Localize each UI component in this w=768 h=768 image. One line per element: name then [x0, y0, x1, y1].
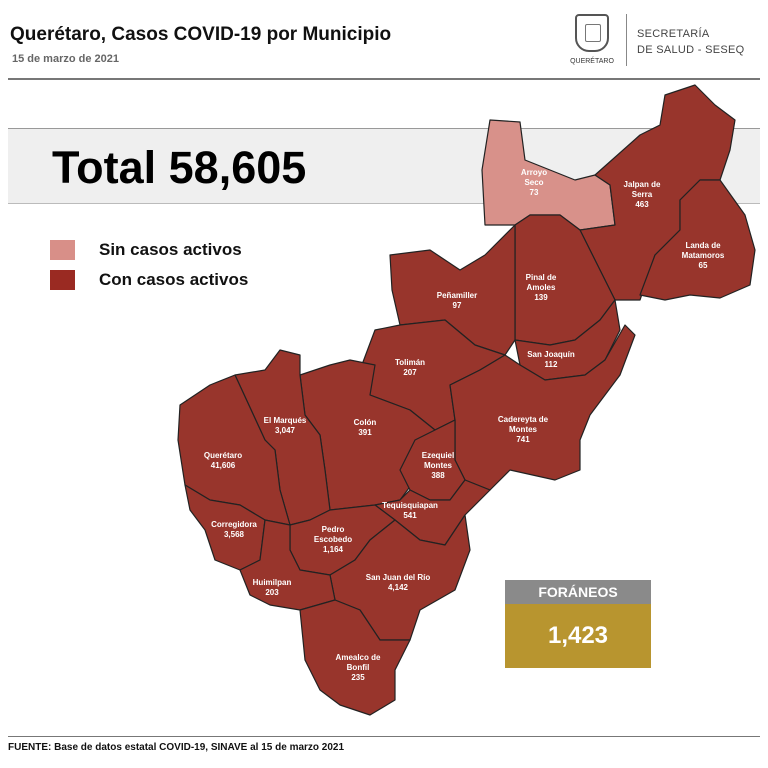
municipio-label: Ezequiel Montes 388: [422, 451, 454, 480]
municipio-label: San Joaquín 112: [527, 350, 575, 369]
municipio-cases: 541: [403, 511, 417, 520]
logo-text: QUERÉTARO: [570, 58, 614, 65]
municipio-label: Pedro Escobedo 1,164: [314, 525, 352, 554]
secretaria-line2: DE SALUD - SESEQ: [637, 44, 745, 56]
municipio-cases: 73: [530, 188, 539, 197]
municipio-label: Amealco de Bonfil 235: [336, 653, 381, 682]
legend-swatch: [50, 270, 75, 290]
municipio-label: Jalpan de Serra 463: [624, 180, 661, 209]
municipio-label: Tequisquiapan 541: [382, 501, 438, 520]
foraneos-box: FORÁNEOS 1,423: [505, 580, 651, 668]
municipio-cases: 463: [635, 200, 649, 209]
legend-swatch: [50, 240, 75, 260]
legend-label: Con casos activos: [99, 270, 249, 289]
secretaria-label: SECRETARÍA DE SALUD - SESEQ: [637, 26, 745, 58]
municipio-huimilpan: [239, 519, 336, 611]
municipio-cases: 388: [431, 471, 445, 480]
municipio-cases: 4,142: [388, 583, 409, 592]
legend-inactive: Sin casos activos: [50, 240, 242, 260]
municipio-label: San Juan del Río 4,142: [366, 573, 431, 592]
municipio-cases: 1,164: [323, 545, 344, 554]
secretaria-line1: SECRETARÍA: [637, 28, 710, 40]
municipio-cases: 207: [403, 368, 417, 377]
municipio-cases: 3,568: [224, 530, 245, 539]
municipio-amealco-de-bonfil: [299, 599, 411, 716]
municipio-label: Pinal de Amoles 139: [526, 273, 557, 302]
municipio-label: Colón 391: [354, 418, 377, 437]
municipio-cases: 203: [265, 588, 279, 597]
total-cases: Total 58,605: [52, 142, 307, 193]
municipio-cases: 3,047: [275, 426, 296, 435]
foraneos-value: 1,423: [505, 604, 651, 668]
municipio-cases: 112: [545, 360, 558, 369]
municipio-label: Corregidora 3,568: [211, 520, 257, 539]
header-divider: [8, 78, 760, 80]
municipio-label: Peñamiller 97: [437, 291, 477, 310]
municipio-cases: 97: [453, 301, 462, 310]
municipio-label: Arroyo Seco 73: [521, 168, 547, 197]
municipio-cases: 139: [534, 293, 548, 302]
municipio-landa-de-matamoros: [639, 179, 756, 301]
municipio-label: Cadereyta de Montes 741: [498, 415, 549, 444]
municipio-label: El Marqués 3,047: [264, 416, 307, 435]
municipio-label: Landa de Matamoros 65: [682, 241, 725, 270]
municipio-label: Querétaro 41,606: [204, 451, 242, 470]
source-note: FUENTE: Base de datos estatal COVID-19, …: [8, 742, 345, 753]
municipio-cases: 235: [351, 673, 365, 682]
page-title: Querétaro, Casos COVID-19 por Municipio: [10, 24, 392, 45]
report-date: 15 de marzo de 2021: [12, 53, 120, 65]
queretaro-logo: QUERÉTARO: [567, 14, 617, 70]
crest-icon: [575, 14, 609, 52]
foraneos-label: FORÁNEOS: [505, 580, 651, 604]
divider: [626, 14, 627, 66]
legend-active: Con casos activos: [50, 270, 248, 290]
municipio-cases: 41,606: [211, 461, 236, 470]
municipio-cases: 391: [358, 428, 372, 437]
municipio-label: Huimilpan 203: [253, 578, 292, 597]
municipio-cases: 741: [516, 435, 530, 444]
municipio-cases: 65: [699, 261, 708, 270]
municipio-label: Tolimán 207: [395, 358, 425, 377]
legend-label: Sin casos activos: [99, 240, 242, 259]
footer-divider: [8, 736, 760, 737]
